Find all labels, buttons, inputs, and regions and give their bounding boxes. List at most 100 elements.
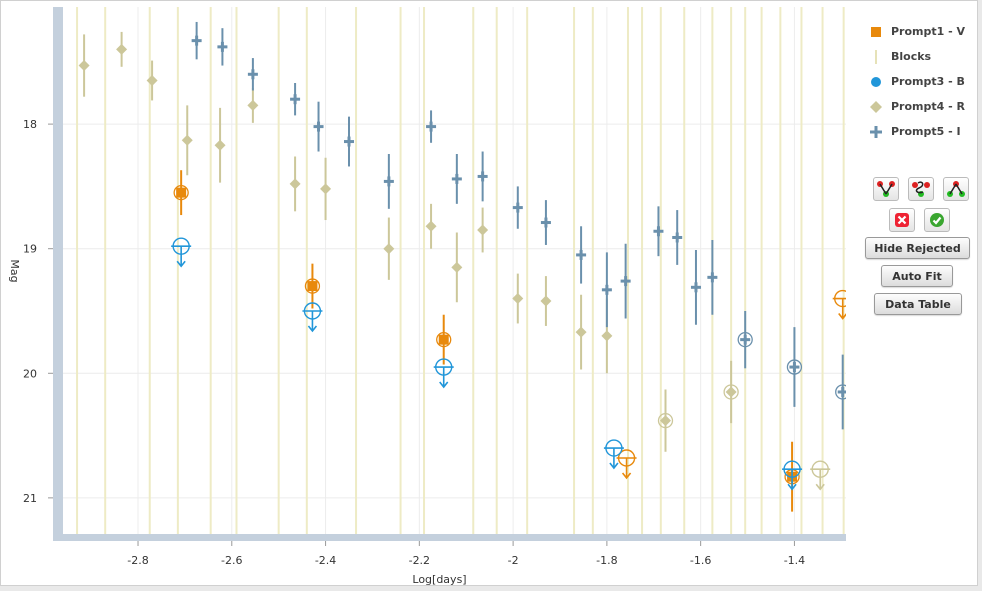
data-point — [477, 151, 488, 202]
data-point — [601, 252, 612, 328]
data-point — [653, 206, 664, 257]
x-axis-bar — [53, 534, 846, 541]
limit-arrow-head — [815, 483, 825, 491]
limit-arrow-head — [787, 483, 797, 491]
data-point — [146, 60, 158, 101]
x-tick-label: -2.6 — [221, 554, 242, 567]
data-point — [181, 105, 193, 176]
point-marker-bar — [576, 253, 587, 257]
connect-points-icon[interactable] — [943, 177, 969, 201]
data-point — [835, 354, 846, 430]
point-marker-bar — [707, 275, 718, 279]
reject-x-icon[interactable] — [889, 208, 915, 232]
rejected-ring — [786, 359, 803, 375]
data-point — [78, 34, 90, 97]
upper-limit — [832, 289, 846, 320]
data-marks — [78, 21, 846, 512]
point-marker — [451, 261, 463, 273]
point-marker-bar — [540, 221, 551, 225]
point-marker-bar — [601, 288, 612, 292]
point-marker — [78, 60, 90, 72]
limit-arrow-head — [609, 462, 619, 470]
y-tick-label: 18 — [23, 118, 37, 131]
rejected-ring — [304, 278, 321, 294]
point-marker — [383, 243, 395, 255]
point-marker — [247, 99, 259, 111]
upper-limit — [302, 302, 323, 333]
data-point — [575, 294, 587, 370]
select-points-icon[interactable] — [873, 177, 899, 201]
point-marker — [146, 75, 158, 87]
legend-item-prompt4-r[interactable]: Prompt4 - R — [867, 94, 965, 119]
point-marker — [307, 281, 318, 292]
point-marker-bar — [313, 125, 324, 129]
point-marker — [320, 183, 332, 195]
point-marker — [601, 330, 613, 342]
data-point — [320, 157, 332, 221]
limit-arrow-head — [838, 313, 846, 320]
x-tick-label: -1.6 — [690, 554, 711, 567]
point-marker-bar — [620, 279, 631, 283]
y-axis-label: Mag — [8, 259, 21, 282]
series-prompt4-r — [78, 31, 831, 491]
data-point — [707, 239, 718, 315]
data-point — [304, 263, 321, 309]
point-marker-bar — [383, 179, 394, 183]
rejected-ring — [723, 384, 739, 400]
upper-limit — [782, 460, 803, 491]
data-point — [289, 156, 301, 212]
x-tick-label: -2.2 — [409, 554, 430, 567]
point-marker — [477, 224, 489, 236]
data-point — [540, 200, 551, 245]
auto-fit-button[interactable]: Auto Fit — [881, 265, 953, 287]
plus-icon — [867, 125, 885, 138]
x-tick-label: -1.8 — [596, 554, 617, 567]
point-marker-bar — [512, 206, 523, 210]
data-point — [672, 210, 683, 265]
rejected-ring — [436, 331, 452, 348]
legend-label: Prompt4 - R — [891, 100, 965, 113]
upper-limit — [171, 237, 192, 268]
legend-item-blocks[interactable]: Blocks — [867, 44, 965, 69]
legend-label: Prompt5 - I — [891, 125, 961, 138]
data-point — [290, 82, 301, 116]
legend-item-prompt1-v[interactable]: Prompt1 - V — [867, 19, 965, 44]
data-point — [512, 186, 523, 229]
point-marker-bar — [247, 72, 258, 76]
limit-arrow-head — [439, 381, 449, 389]
data-point — [247, 58, 258, 91]
series-prompt5-i — [191, 21, 846, 430]
data-table-button[interactable]: Data Table — [874, 293, 962, 315]
point-marker — [512, 293, 524, 305]
vline-icon — [867, 49, 885, 65]
point-marker-bar — [290, 97, 301, 101]
hide-rejected-button[interactable]: Hide Rejected — [865, 237, 970, 259]
point-marker — [540, 295, 552, 307]
data-point — [620, 243, 631, 319]
accept-check-icon[interactable] — [924, 208, 950, 232]
legend-label: Prompt3 - B — [891, 75, 965, 88]
point-marker-bar — [217, 45, 228, 49]
data-point — [723, 360, 739, 424]
rejected-ring — [657, 412, 674, 429]
data-point — [512, 273, 524, 324]
legend-item-prompt3-b[interactable]: Prompt3 - B — [867, 69, 965, 94]
circle-icon — [867, 76, 885, 88]
rejected-ring — [737, 331, 753, 348]
legend-item-prompt5-i[interactable]: Prompt5 - I — [867, 119, 965, 144]
lasso-select-icon[interactable] — [908, 177, 934, 201]
x-axis-label: Log[days] — [412, 573, 466, 586]
x-tick-label: -1.4 — [784, 554, 805, 567]
point-marker — [116, 43, 128, 55]
y-axis-bar — [53, 7, 63, 541]
data-point — [344, 116, 355, 167]
point-marker-bar — [191, 39, 202, 43]
point-marker — [289, 178, 301, 190]
data-point — [576, 226, 587, 284]
data-point — [737, 310, 753, 369]
point-marker — [438, 334, 449, 345]
point-marker — [214, 139, 226, 151]
light-curve-plot[interactable]: -2.8 -2.6 -2.4 -2.2 -2 -1.8 -1.6 -1.4 18 19 20 21 Lo… — [1, 1, 861, 591]
data-point — [191, 21, 202, 60]
